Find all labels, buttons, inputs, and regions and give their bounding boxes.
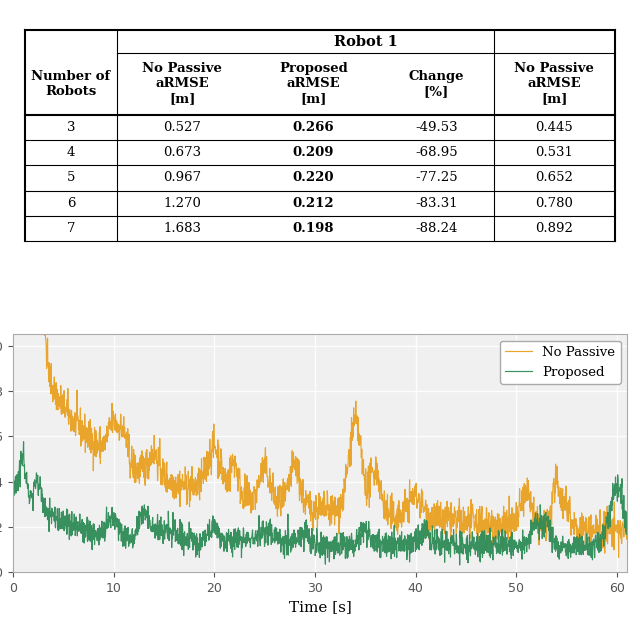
Text: 1.270: 1.270 — [163, 197, 202, 210]
Text: 5: 5 — [67, 172, 75, 184]
Proposed — [292, 544, 300, 551]
Text: -49.53: -49.53 — [415, 121, 458, 134]
Proposed — [606, 523, 614, 531]
No Passive — [605, 524, 613, 531]
Text: 6: 6 — [67, 197, 76, 210]
Text: No Passive
aRMSE
[m]: No Passive aRMSE [m] — [515, 62, 594, 105]
Text: -88.24: -88.24 — [415, 222, 458, 235]
Text: 0.673: 0.673 — [163, 146, 202, 159]
Legend: No Passive, Proposed: No Passive, Proposed — [500, 341, 621, 384]
Proposed — [456, 561, 463, 569]
No Passive — [9, 330, 17, 338]
X-axis label: Time [s]: Time [s] — [289, 600, 351, 615]
Text: 0.780: 0.780 — [535, 197, 573, 210]
Text: 1.683: 1.683 — [163, 222, 202, 235]
Line: No Passive: No Passive — [13, 334, 627, 557]
Text: 0.266: 0.266 — [292, 121, 334, 134]
No Passive — [308, 497, 316, 504]
Text: Number of
Robots: Number of Robots — [31, 70, 111, 98]
Text: 0.967: 0.967 — [163, 172, 202, 184]
Text: 7: 7 — [67, 222, 76, 235]
Text: -68.95: -68.95 — [415, 146, 458, 159]
No Passive — [40, 330, 48, 338]
Proposed — [9, 482, 17, 490]
Proposed — [606, 513, 614, 520]
Line: Proposed: Proposed — [13, 442, 627, 565]
Proposed — [20, 438, 28, 445]
Text: -77.25: -77.25 — [415, 172, 458, 184]
No Passive — [615, 554, 623, 561]
Text: 0.531: 0.531 — [535, 146, 573, 159]
Text: 3: 3 — [67, 121, 76, 134]
Text: Change
[%]: Change [%] — [408, 70, 464, 98]
Text: 0.527: 0.527 — [163, 121, 202, 134]
Proposed — [40, 496, 48, 504]
Proposed — [493, 547, 501, 554]
Text: 0.212: 0.212 — [292, 197, 334, 210]
Text: 0.445: 0.445 — [536, 121, 573, 134]
Text: 4: 4 — [67, 146, 75, 159]
Text: 0.198: 0.198 — [292, 222, 334, 235]
No Passive — [493, 516, 500, 524]
No Passive — [623, 534, 631, 542]
Text: Robot 1: Robot 1 — [334, 35, 398, 49]
Proposed — [308, 525, 316, 532]
Text: 0.892: 0.892 — [535, 222, 573, 235]
No Passive — [291, 460, 299, 468]
Text: 0.209: 0.209 — [292, 146, 334, 159]
Proposed — [623, 518, 631, 526]
No Passive — [605, 530, 613, 537]
Text: -83.31: -83.31 — [415, 197, 458, 210]
Text: Proposed
aRMSE
[m]: Proposed aRMSE [m] — [279, 62, 348, 105]
Text: 0.220: 0.220 — [292, 172, 334, 184]
Text: No Passive
aRMSE
[m]: No Passive aRMSE [m] — [143, 62, 222, 105]
Text: 0.652: 0.652 — [535, 172, 573, 184]
